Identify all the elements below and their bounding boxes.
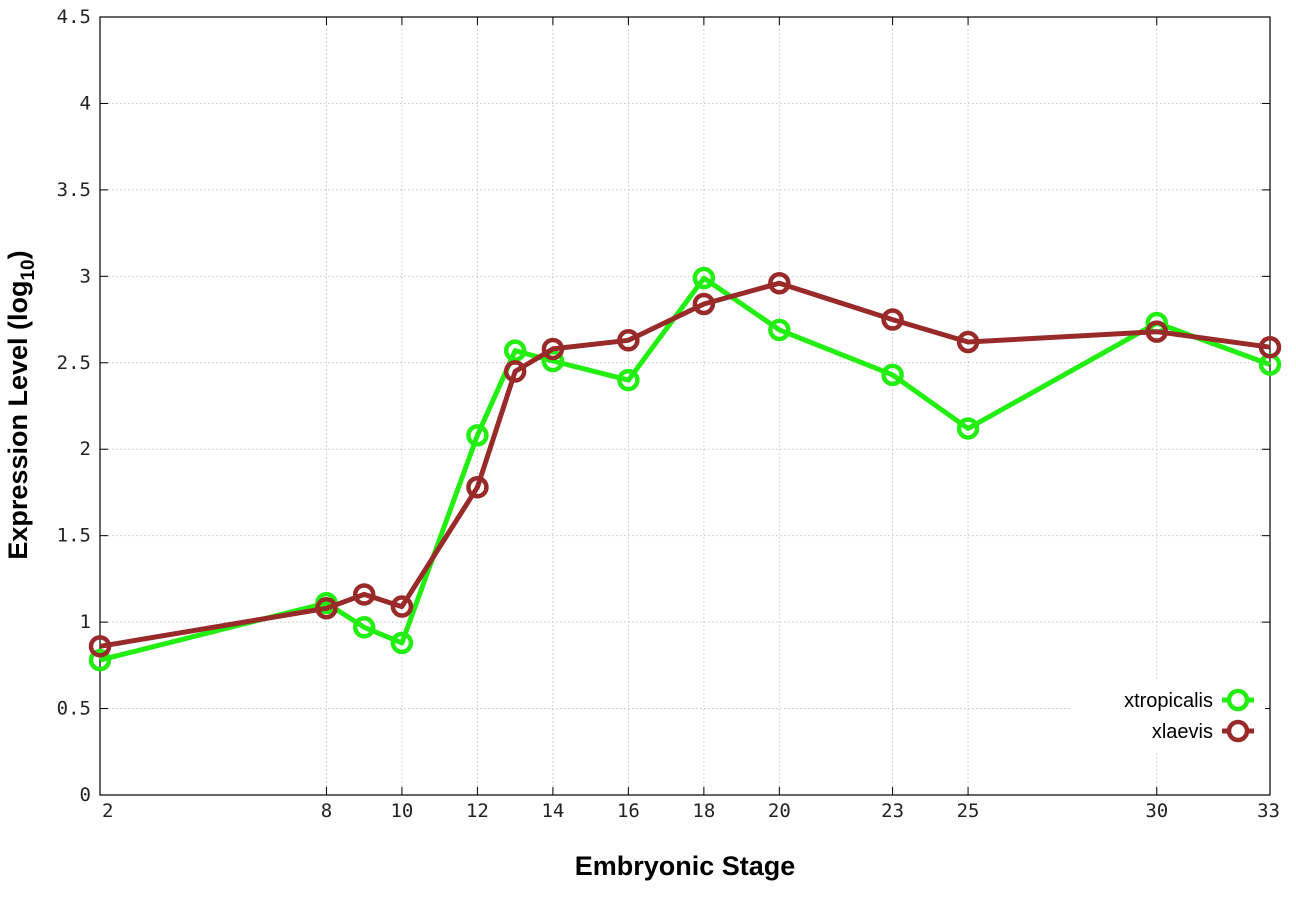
y-axis-tick-labels: 0 0.5 1 1.5 2 2.5 3 3.5 4 4.5 (57, 6, 91, 806)
plot-frame (99, 16, 1271, 796)
x-tick-label: 10 (390, 800, 413, 822)
data-point-xtropicalis (956, 417, 980, 440)
y-tick-label: 3 (80, 265, 91, 287)
x-tick-label: 30 (1145, 800, 1168, 822)
data-point-xlaevis (352, 583, 376, 606)
data-point-xlaevis (541, 337, 565, 361)
y-tick-label: 2 (80, 438, 91, 460)
series-line-xlaevis (99, 280, 1271, 649)
grid (100, 17, 1270, 795)
x-tick-label: 2 (102, 800, 113, 822)
legend-item-xlaevis: xlaevis (1152, 719, 1254, 743)
data-point-xlaevis (1145, 320, 1169, 343)
x-tick-label: 12 (466, 800, 489, 822)
data-point-xtropicalis (390, 631, 414, 655)
y-tick-label: 3.5 (57, 179, 91, 201)
y-axis-title: Expression Level (log10) (3, 250, 39, 559)
x-tick-label: 25 (957, 800, 980, 822)
y-tick-label: 0 (80, 784, 91, 806)
y-tick-label: 1.5 (57, 525, 91, 547)
data-point-xtropicalis (503, 339, 527, 362)
legend-marker-xlaevis (1226, 719, 1250, 743)
data-point-xtropicalis (768, 318, 791, 342)
data-point-xlaevis (692, 292, 716, 316)
x-axis-title: Embryonic Stage (575, 851, 796, 881)
y-tick-label: 4 (80, 92, 91, 114)
y-tick-label: 1 (80, 611, 91, 633)
data-point-xlaevis (617, 329, 640, 352)
data-point-xlaevis (466, 476, 489, 499)
x-axis-tick-labels: 2 8 10 12 14 16 18 20 23 25 30 33 (102, 800, 1280, 822)
legend-label-xtropicalis: xtropicalis (1124, 690, 1213, 712)
y-tick-label: 4.5 (57, 6, 91, 28)
series-xlaevis (88, 271, 1282, 658)
data-point-xlaevis (503, 360, 527, 383)
legend-label-xlaevis: xlaevis (1152, 721, 1213, 743)
x-tick-label: 16 (617, 800, 640, 822)
data-point-xlaevis (390, 595, 414, 618)
legend-marker-xtropicalis (1226, 688, 1250, 712)
x-tick-label: 8 (321, 800, 332, 822)
x-tick-label: 20 (768, 800, 791, 822)
data-point-xlaevis (768, 271, 791, 295)
y-axis-title-main: Expression Level (log (3, 281, 33, 560)
data-point-xlaevis (881, 308, 904, 331)
x-tick-label: 14 (541, 800, 564, 822)
x-tick-label: 18 (692, 800, 715, 822)
data-point-xtropicalis (541, 349, 565, 373)
legend-item-xtropicalis: xtropicalis (1124, 688, 1254, 712)
data-point-xtropicalis (352, 616, 376, 639)
y-axis-title-close: ) (3, 250, 33, 259)
y-axis-title-subscript: 10 (18, 259, 39, 280)
data-point-xtropicalis (692, 266, 716, 290)
data-point-xlaevis (315, 597, 338, 620)
series (88, 266, 1282, 672)
y-tick-label: 2.5 (57, 352, 91, 374)
data-point-xlaevis (956, 330, 980, 354)
data-point-xlaevis (88, 635, 112, 658)
data-point-xlaevis (1258, 335, 1282, 359)
x-tick-label: 33 (1257, 800, 1280, 822)
y-tick-label: 0.5 (57, 698, 91, 720)
data-point-xtropicalis (881, 363, 904, 387)
data-point-xtropicalis (617, 368, 640, 392)
legend: xtropicalis xlaevis (1070, 680, 1265, 752)
series-xtropicalis (88, 266, 1282, 672)
x-tick-label: 23 (881, 800, 904, 822)
data-point-xtropicalis (88, 648, 112, 672)
data-point-xtropicalis (466, 424, 489, 447)
